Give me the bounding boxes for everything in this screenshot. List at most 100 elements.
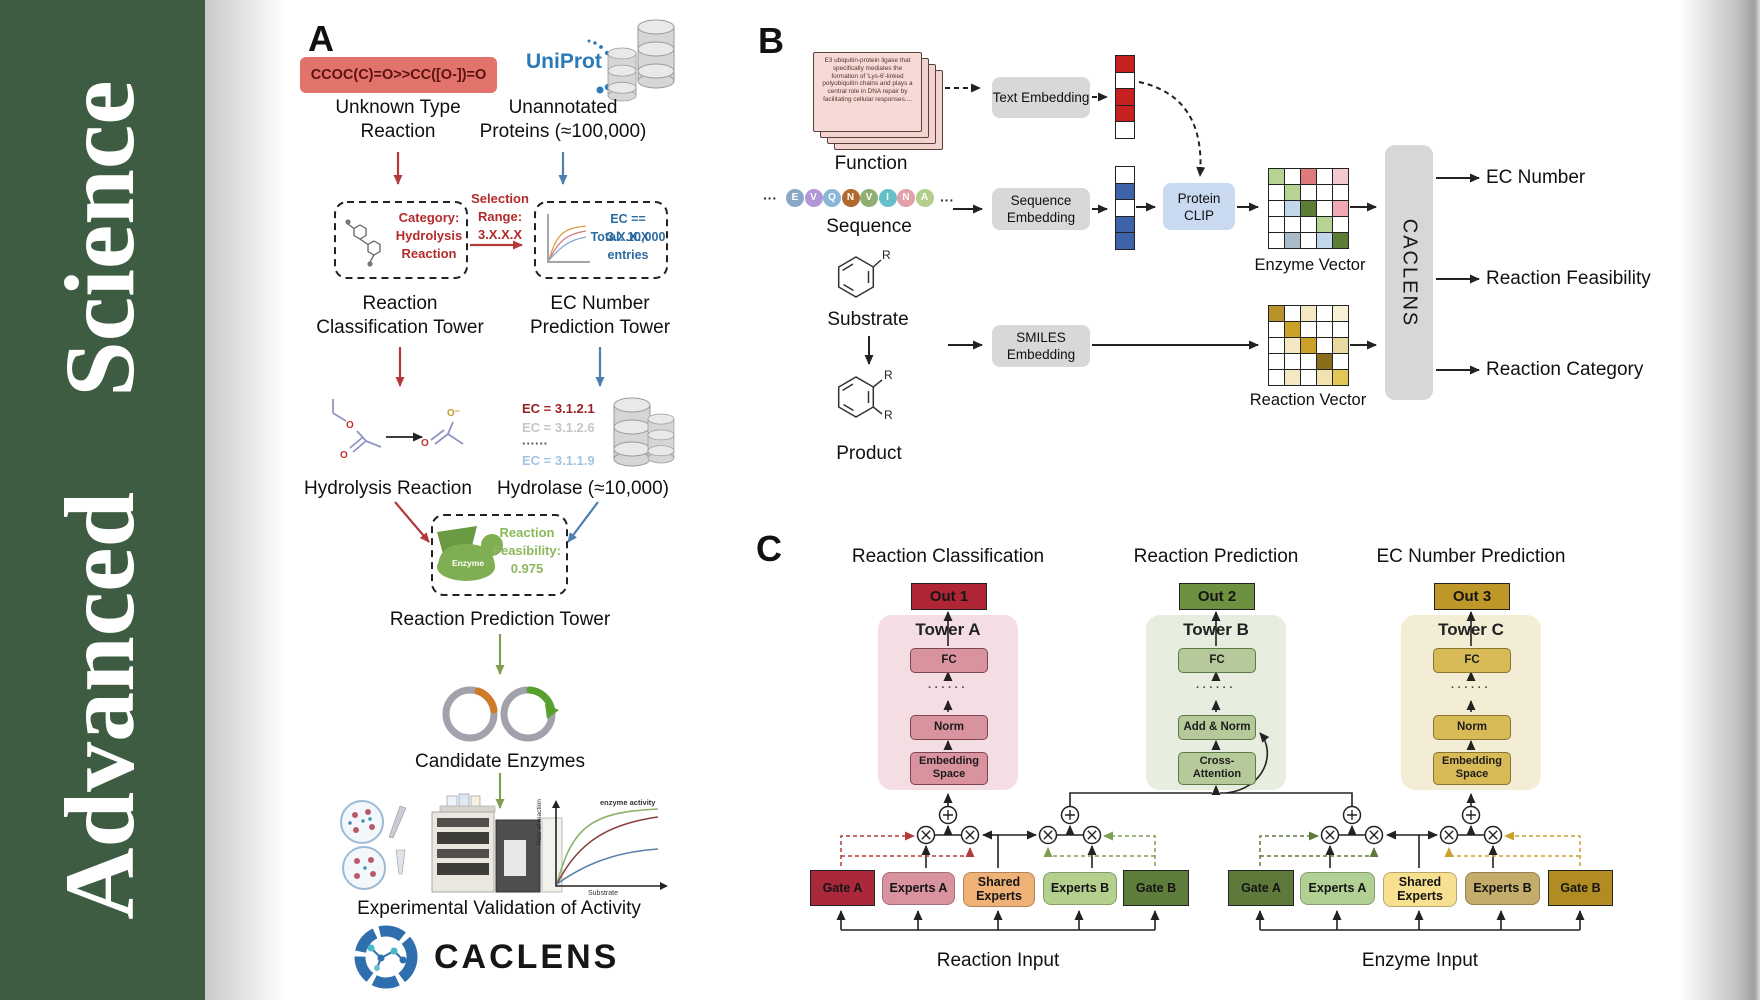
out-1-box: Out 1	[911, 583, 987, 610]
vector-cell	[1285, 354, 1300, 369]
tower-a-embedding-space: Embedding Space	[910, 752, 988, 785]
sequence-ellipsis-right: ···	[940, 192, 954, 208]
function-label: Function	[834, 153, 908, 174]
enzyme-icon	[437, 526, 503, 581]
plot-ylabel: Rate of reaction	[536, 799, 543, 845]
vector-cell	[1285, 306, 1300, 321]
panel-c-label: C	[756, 528, 782, 569]
vector-cell	[1301, 169, 1316, 184]
reaction-vector-grid	[1268, 305, 1349, 386]
prediction-tower-label: Reaction Prediction Tower	[389, 609, 611, 630]
tower-c-fc: FC	[1433, 648, 1511, 673]
vector-cell	[1317, 217, 1332, 232]
tower-a-title: Tower A	[915, 620, 981, 639]
vector-cell	[1116, 105, 1134, 121]
smiles-embedding-box: SMILES Embedding	[992, 325, 1090, 367]
vector-cell	[1333, 217, 1348, 232]
vector-cell	[1285, 338, 1300, 353]
substrate-label: Substrate	[827, 309, 909, 330]
panel-c-lines	[836, 611, 1585, 931]
tower-c-norm: Norm	[1433, 715, 1511, 740]
vector-cell	[1269, 322, 1284, 337]
ec-tower-line1: EC Number	[550, 293, 650, 314]
vector-cell	[1301, 338, 1316, 353]
enzyme-gate-a: Gate A	[1228, 870, 1294, 906]
vector-cell	[1317, 370, 1332, 385]
atom-o-3: O	[421, 438, 429, 449]
vector-cell	[1301, 306, 1316, 321]
vector-cell	[1333, 322, 1348, 337]
vector-cell	[1116, 122, 1134, 138]
text-embedding-vector	[1115, 55, 1135, 139]
vector-cell	[1116, 89, 1134, 105]
caclens-module-bar: CACLENS	[1385, 145, 1433, 400]
ec-candidate-dots: ······	[522, 436, 548, 451]
page-shadow-left	[205, 0, 285, 1000]
vector-cell	[1301, 233, 1316, 248]
ec-candidate-2: EC = 3.1.2.6	[522, 420, 595, 435]
vector-cell	[1285, 322, 1300, 337]
candidate-enzymes-label: Candidate Enzymes	[414, 751, 586, 772]
activity-graph	[552, 800, 668, 890]
function-card-text: E3 ubiquitin-protein ligase that specifi…	[822, 57, 913, 103]
molecule-sketch-icon	[345, 219, 381, 267]
vector-cell	[1317, 354, 1332, 369]
moe-operators	[916, 805, 1503, 845]
reaction-gate-b: Gate B	[1123, 870, 1189, 906]
product-label: Product	[836, 443, 902, 464]
enzyme-experts-a: Experts A	[1300, 872, 1375, 905]
sequence-label: Sequence	[826, 216, 912, 237]
vector-cell	[1317, 201, 1332, 216]
vector-cell	[1317, 169, 1332, 184]
plot-annotation: enzyme activity	[600, 798, 656, 807]
vector-cell	[1116, 72, 1134, 88]
reaction-experts-b: Experts B	[1043, 872, 1117, 905]
substrate-r-label: R	[882, 248, 891, 262]
reaction-shared-experts: Shared Experts	[963, 872, 1035, 907]
vector-cell	[1317, 306, 1332, 321]
vector-cell	[1333, 338, 1348, 353]
vector-cell	[1269, 185, 1284, 200]
benzene-rings	[837, 256, 883, 418]
feasibility-text: Reaction Feasibility: 0.975	[493, 525, 561, 576]
ec-candidate-3: EC = 3.1.1.9	[522, 453, 595, 468]
vector-cell	[1301, 201, 1316, 216]
ec-candidate-1: EC = 3.1.2.1	[522, 401, 595, 416]
plot-xlabel: Substrate	[588, 890, 618, 897]
unknown-reaction-label: Unknown Type Reaction	[335, 97, 461, 142]
tower-b-dots: ······	[1196, 682, 1236, 694]
petri-dish-icons	[340, 800, 407, 890]
enzyme-icon-label: Enzyme	[451, 558, 485, 568]
vector-cell	[1116, 183, 1134, 199]
vector-cell	[1269, 169, 1284, 184]
vector-cell	[1116, 167, 1134, 183]
enzyme-shared-experts: Shared Experts	[1383, 872, 1457, 907]
residue-circle: I	[878, 189, 897, 207]
gate-routes	[840, 831, 1581, 866]
enzyme-input-label: Enzyme Input	[1361, 950, 1479, 971]
out-2-box: Out 2	[1179, 583, 1255, 610]
reaction-experts-a: Experts A	[882, 872, 955, 905]
vector-cell	[1116, 200, 1134, 216]
enzyme-gate-b: Gate B	[1548, 870, 1613, 906]
product-r-label-1: R	[884, 368, 893, 382]
enzyme-vector-label: Enzyme Vector	[1254, 256, 1366, 274]
vector-cell	[1269, 201, 1284, 216]
vector-cell	[1116, 233, 1134, 249]
heading-ec-number-prediction: EC Number Prediction	[1376, 546, 1566, 567]
vector-cell	[1333, 185, 1348, 200]
caclens-module-label: CACLENS	[1398, 218, 1421, 327]
vector-cell	[1269, 233, 1284, 248]
ec-tower-line2: Prediction Tower	[529, 317, 671, 338]
ec-filter-line1: EC == 3.X.X.X	[606, 212, 650, 244]
journal-banner: Advanced Science	[0, 0, 205, 1000]
function-card: E3 ubiquitin-protein ligase that specifi…	[813, 52, 922, 132]
unannotated-proteins-label: Unannotated Proteins (≈100,000)	[479, 97, 647, 142]
residue-circle: N	[897, 189, 915, 207]
classification-tower-line2: Classification Tower	[316, 317, 484, 338]
caclens-logo-icon	[354, 925, 418, 989]
vector-cell	[1317, 322, 1332, 337]
output-reaction-category: Reaction Category	[1486, 359, 1644, 380]
hplc-instrument-icon	[431, 793, 563, 893]
heading-reaction-classification: Reaction Classification	[851, 546, 1045, 567]
